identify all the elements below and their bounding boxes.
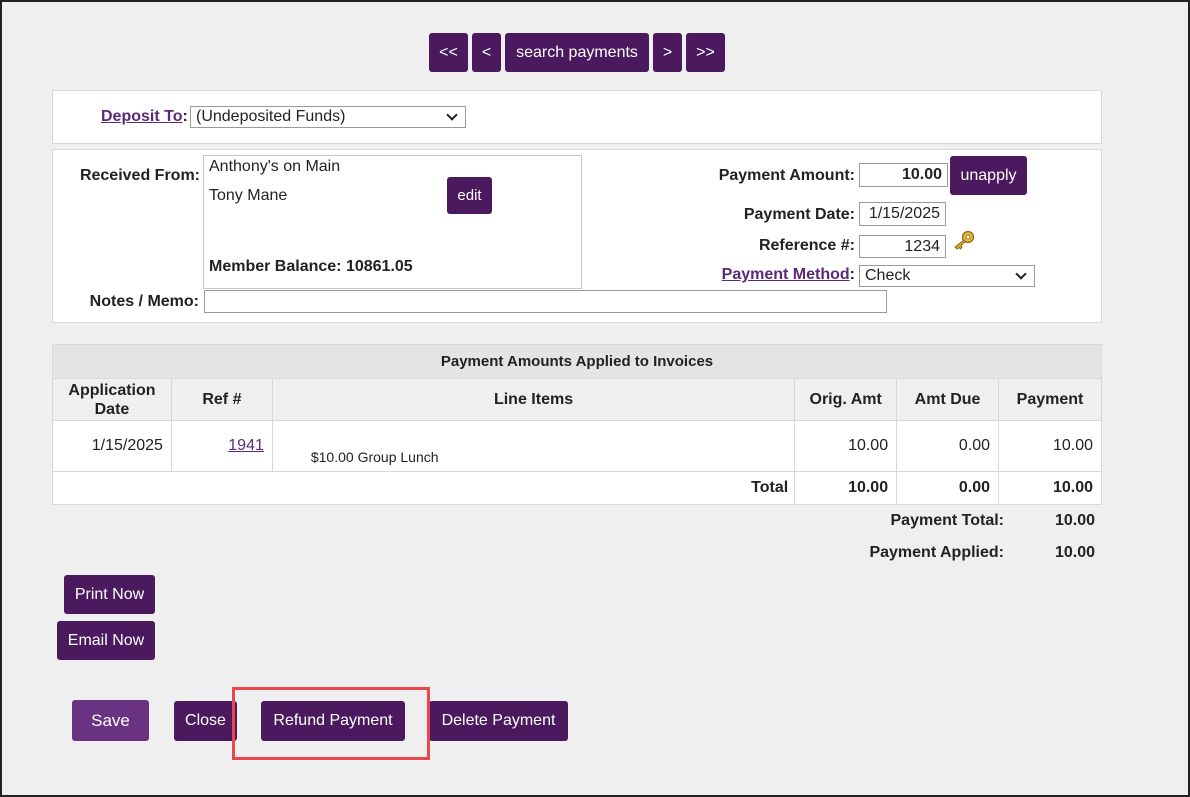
header-payment: Payment — [998, 378, 1102, 421]
header-orig-amt: Orig. Amt — [794, 378, 898, 421]
line-item-amount: $10.00 — [310, 449, 354, 465]
total-orig: 10.00 — [794, 471, 898, 505]
member-balance-label: Member Balance: — [209, 258, 342, 275]
header-application-date: Application Date — [52, 378, 172, 421]
refund-highlight-box — [232, 687, 430, 760]
header-line-items: Line Items — [271, 378, 796, 421]
member-balance: Member Balance: 10861.05 — [209, 258, 413, 276]
payment-panel: Received From: Anthony's on Main Tony Ma… — [52, 149, 1102, 323]
received-from-label: Received From: — [79, 167, 200, 184]
total-row: Total 10.00 0.00 10.00 — [51, 471, 1102, 505]
print-now-button[interactable]: Print Now — [64, 575, 155, 614]
unapply-button[interactable]: unapply — [950, 156, 1027, 195]
deposit-to-link[interactable]: Deposit To — [101, 108, 183, 125]
header-ref: Ref # — [170, 378, 273, 421]
email-now-button[interactable]: Email Now — [57, 621, 155, 660]
member-balance-value: 10861.05 — [345, 258, 413, 275]
payment-date-label: Payment Date: — [743, 206, 855, 223]
total-due: 0.00 — [896, 471, 1000, 505]
payment-method-value: Check — [865, 267, 911, 284]
last-record-button[interactable]: >> — [686, 33, 725, 72]
refund-payment-button[interactable]: Refund Payment — [261, 701, 405, 741]
notes-input[interactable] — [204, 290, 887, 313]
customer-name: Anthony's on Main — [209, 158, 341, 175]
deposit-panel: Deposit To: (Undeposited Funds) — [52, 90, 1102, 144]
notes-label: Notes / Memo: — [89, 293, 199, 310]
line-item-description: Group Lunch — [357, 449, 439, 465]
row-date: 1/15/2025 — [52, 420, 172, 472]
save-button[interactable]: Save — [72, 700, 149, 741]
invoice-ref-link[interactable]: 1941 — [228, 437, 264, 454]
reference-label: Reference #: — [758, 237, 855, 254]
deposit-to-label: Deposit To: — [101, 108, 188, 126]
payment-amount-label: Payment Amount: — [718, 167, 855, 184]
total-label: Total — [51, 471, 796, 505]
deposit-to-value: (Undeposited Funds) — [196, 108, 346, 125]
search-payments-button[interactable]: search payments — [505, 33, 649, 72]
deposit-to-select[interactable]: (Undeposited Funds) — [190, 106, 466, 128]
payment-method-colon: : — [849, 266, 855, 283]
payment-total-label: Payment Total: — [890, 512, 1005, 529]
reference-input[interactable]: 1234 — [859, 235, 946, 258]
header-amt-due: Amt Due — [896, 378, 1000, 421]
row-ref-cell: 1941 — [170, 420, 273, 472]
previous-record-button[interactable]: < — [472, 33, 501, 72]
close-button[interactable]: Close — [174, 701, 237, 741]
row-payment: 10.00 — [998, 420, 1102, 472]
chevron-down-icon — [1015, 268, 1027, 280]
customer-contact: Tony Mane — [209, 187, 288, 204]
deposit-colon: : — [182, 108, 188, 125]
payment-applied-value: 10.00 — [1054, 544, 1095, 561]
key-icon[interactable] — [952, 230, 976, 250]
payment-method-select[interactable]: Check — [859, 265, 1035, 287]
invoices-caption: Payment Amounts Applied to Invoices — [52, 344, 1102, 379]
customer-card: Anthony's on Main Tony Mane edit Member … — [203, 155, 582, 289]
payment-method-link[interactable]: Payment Method — [721, 266, 850, 283]
payment-amount-input[interactable]: 10.00 — [859, 163, 948, 187]
row-amt-due: 0.00 — [896, 420, 1000, 472]
edit-customer-button[interactable]: edit — [447, 177, 492, 214]
payment-applied-label: Payment Applied: — [869, 544, 1004, 561]
chevron-down-icon — [446, 109, 458, 121]
payment-total-value: 10.00 — [1054, 512, 1095, 529]
row-line-items: $10.00 Group Lunch — [271, 420, 796, 472]
invoices-table: Payment Amounts Applied to Invoices Appl… — [51, 344, 1102, 505]
total-payment: 10.00 — [998, 471, 1102, 505]
first-record-button[interactable]: << — [429, 33, 468, 72]
table-row: 1/15/2025 1941 $10.00 Group Lunch 10.00 … — [52, 420, 1102, 472]
payment-date-input[interactable]: 1/15/2025 — [859, 202, 946, 226]
row-orig-amt: 10.00 — [794, 420, 898, 472]
delete-payment-button[interactable]: Delete Payment — [429, 701, 568, 741]
next-record-button[interactable]: > — [653, 33, 682, 72]
payment-method-label: Payment Method: — [722, 266, 855, 284]
